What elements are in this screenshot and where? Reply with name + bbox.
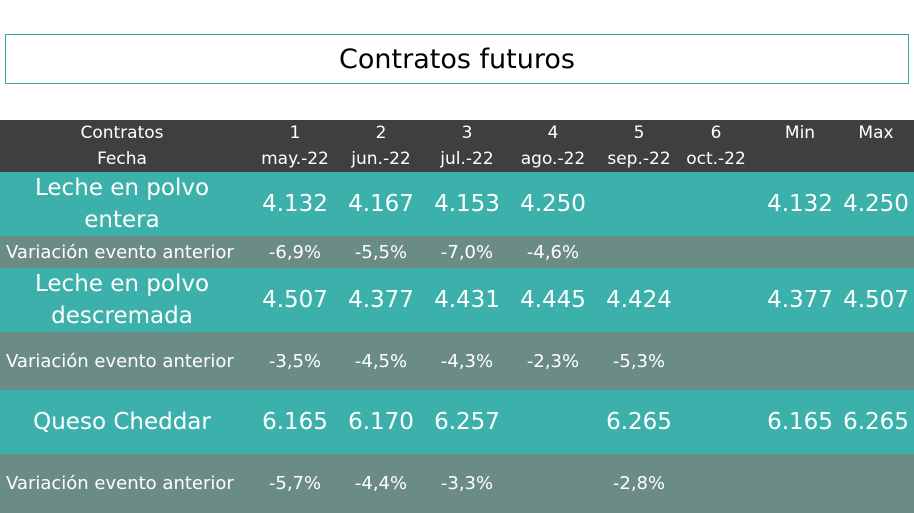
variation-cell: -5,7% bbox=[268, 473, 322, 494]
variation-cell: -6,9% bbox=[268, 241, 322, 263]
variation-cell: -4,4% bbox=[354, 473, 408, 494]
header-contract-3: 3 jul.-22 bbox=[424, 120, 510, 172]
price-cell: 6.165 bbox=[262, 409, 328, 435]
min-cell: 4.132 bbox=[767, 191, 833, 217]
variation-cell bbox=[682, 236, 750, 268]
contract-number: 4 bbox=[547, 123, 559, 143]
price-cell bbox=[682, 390, 750, 454]
table-row-variation: Variación evento anterior -5,7% -4,4% -3… bbox=[0, 454, 914, 513]
price-cell bbox=[510, 390, 596, 454]
header-contract-1: 1 may.-22 bbox=[252, 120, 338, 172]
variation-cell: -4,3% bbox=[440, 350, 494, 372]
variation-cell bbox=[682, 454, 750, 513]
variation-cell: -7,0% bbox=[440, 241, 494, 263]
price-cell: 4.445 bbox=[520, 287, 586, 313]
variation-cell: -3,3% bbox=[440, 473, 494, 494]
table-row-cheddar-cheese: Queso Cheddar 6.165 6.170 6.257 6.265 6.… bbox=[0, 390, 914, 454]
contract-date: jul.-22 bbox=[440, 149, 494, 169]
contract-number: 5 bbox=[633, 123, 645, 143]
price-cell: 4.132 bbox=[262, 191, 328, 217]
header-contract-5: 5 sep.-22 bbox=[596, 120, 682, 172]
row-label: Variación evento anterior bbox=[6, 473, 234, 494]
variation-cell bbox=[510, 454, 596, 513]
max-cell: 4.250 bbox=[843, 191, 909, 217]
min-cell: 4.377 bbox=[767, 287, 833, 313]
header-contract-2: 2 jun.-22 bbox=[338, 120, 424, 172]
price-cell: 6.265 bbox=[606, 409, 672, 435]
header-contract-4: 4 ago.-22 bbox=[510, 120, 596, 172]
price-cell: 4.250 bbox=[520, 191, 586, 217]
table-header: Contratos Fecha 1 may.-22 2 jun.-22 3 ju… bbox=[0, 120, 914, 172]
variation-cell: -5,5% bbox=[354, 241, 408, 263]
contract-number: 1 bbox=[289, 123, 301, 143]
table-row-skim-milk-powder: Leche en polvo descremada 4.507 4.377 4.… bbox=[0, 268, 914, 332]
price-cell bbox=[682, 268, 750, 332]
header-label-cell: Contratos Fecha bbox=[0, 120, 244, 172]
contract-date: ago.-22 bbox=[520, 149, 586, 169]
max-label: Max bbox=[858, 123, 894, 143]
price-cell: 4.424 bbox=[606, 287, 672, 313]
row-label: Leche en polvo entera bbox=[34, 175, 210, 233]
contract-date: jun.-22 bbox=[351, 149, 411, 169]
header-contract-6: 6 oct.-22 bbox=[682, 120, 750, 172]
price-cell: 6.170 bbox=[348, 409, 414, 435]
price-cell: 4.153 bbox=[434, 191, 500, 217]
variation-cell: -3,5% bbox=[268, 350, 322, 372]
row-label: Leche en polvo descremada bbox=[34, 271, 210, 329]
header-min: Min bbox=[762, 120, 838, 172]
max-cell: 4.507 bbox=[843, 287, 909, 313]
contract-date: oct.-22 bbox=[686, 149, 746, 169]
header-max: Max bbox=[840, 120, 912, 172]
variation-cell: -5,3% bbox=[612, 350, 666, 372]
futures-table: Contratos Fecha 1 may.-22 2 jun.-22 3 ju… bbox=[0, 120, 914, 513]
contract-date: may.-22 bbox=[261, 149, 329, 169]
price-cell bbox=[682, 172, 750, 236]
price-cell bbox=[596, 172, 682, 236]
row-label: Variación evento anterior bbox=[6, 241, 234, 263]
variation-cell bbox=[682, 332, 750, 390]
page-title: Contratos futuros bbox=[5, 34, 909, 84]
contract-number: 2 bbox=[375, 123, 387, 143]
min-label: Min bbox=[784, 123, 816, 143]
header-contracts-label: Contratos bbox=[80, 123, 164, 143]
variation-cell bbox=[596, 236, 682, 268]
contract-date: sep.-22 bbox=[607, 149, 671, 169]
row-label: Variación evento anterior bbox=[6, 350, 234, 372]
variation-cell: -4,5% bbox=[354, 350, 408, 372]
min-cell: 6.165 bbox=[767, 409, 833, 435]
contract-number: 3 bbox=[461, 123, 473, 143]
variation-cell: -4,6% bbox=[526, 241, 580, 263]
header-date-label: Fecha bbox=[97, 149, 147, 169]
price-cell: 4.377 bbox=[348, 287, 414, 313]
price-cell: 4.507 bbox=[262, 287, 328, 313]
row-label: Queso Cheddar bbox=[33, 409, 211, 435]
price-cell: 4.167 bbox=[348, 191, 414, 217]
table-row-whole-milk-powder: Leche en polvo entera 4.132 4.167 4.153 … bbox=[0, 172, 914, 236]
price-cell: 4.431 bbox=[434, 287, 500, 313]
max-cell: 6.265 bbox=[843, 409, 909, 435]
variation-cell: -2,3% bbox=[526, 350, 580, 372]
contract-number: 6 bbox=[710, 123, 722, 143]
variation-cell: -2,8% bbox=[612, 473, 666, 494]
table-row-variation: Variación evento anterior -6,9% -5,5% -7… bbox=[0, 236, 914, 268]
price-cell: 6.257 bbox=[434, 409, 500, 435]
table-row-variation: Variación evento anterior -3,5% -4,5% -4… bbox=[0, 332, 914, 390]
